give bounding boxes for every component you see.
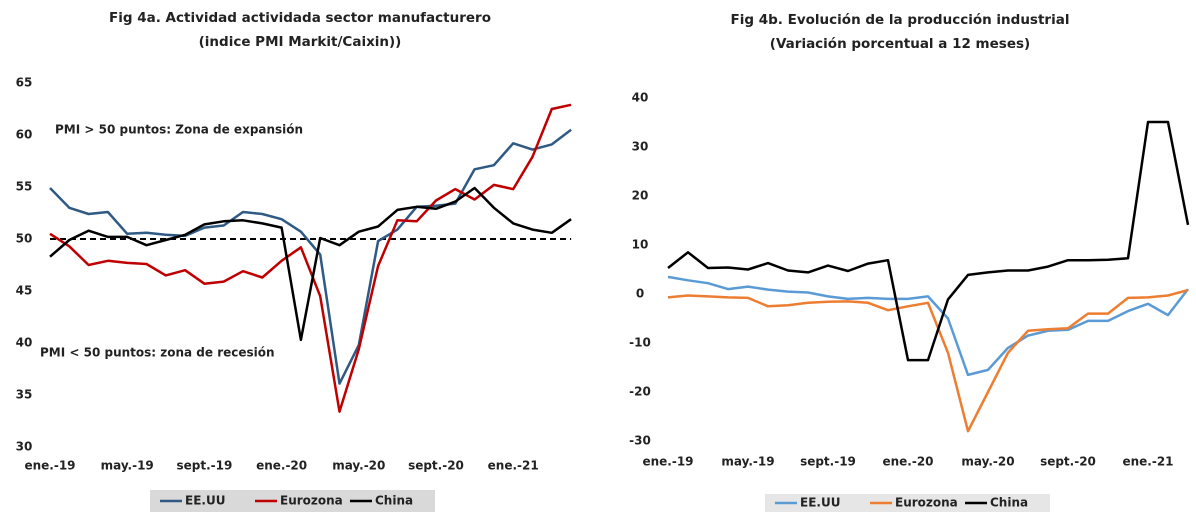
legend-box [765,494,1050,512]
legend-box [150,490,435,512]
y-tick-label: 30 [16,440,33,454]
y-tick-label: 35 [16,388,33,402]
y-tick-label: -10 [629,336,651,350]
y-tick-label: 30 [632,140,649,154]
x-tick-label: sept.-20 [408,459,464,473]
series-line [667,288,1189,433]
x-tick-label: ene.-19 [24,459,75,473]
chart-title: (indice PMI Markit/Caixin)) [199,34,402,50]
series-line [49,103,572,413]
y-tick-label: 40 [632,91,649,105]
y-tick-label: 60 [16,128,33,142]
x-tick-label: ene.-20 [882,455,933,469]
y-tick-label: 45 [16,284,33,298]
legend-label: Eurozona [280,494,343,508]
y-tick-label: 40 [16,336,33,350]
legend-label: EE.UU [185,494,225,508]
legend-label: Eurozona [895,496,958,510]
y-tick-label: 0 [636,287,644,301]
annotation: PMI > 50 puntos: Zona de expansión [55,123,303,137]
y-tick-label: 50 [16,232,33,246]
chart-title: Fig 4a. Actividad actividada sector manu… [109,10,491,26]
y-tick-label: 20 [632,189,649,203]
x-tick-label: sept.-19 [800,455,856,469]
series-line [667,275,1189,377]
y-tick-label: -30 [629,434,651,448]
series-line [667,120,1190,362]
y-tick-label: -20 [629,385,651,399]
x-tick-label: sept.-20 [1040,455,1096,469]
x-tick-label: may.-20 [961,455,1014,469]
x-tick-label: ene.-21 [1122,455,1173,469]
legend-label: China [990,496,1028,510]
series-line [49,186,572,342]
x-tick-label: may.-20 [332,459,385,473]
series-line [49,128,572,385]
x-tick-label: ene.-21 [488,459,539,473]
y-tick-label: 65 [16,76,33,90]
chart-title: (Variación porcentual a 12 meses) [770,36,1030,52]
x-tick-label: ene.-19 [642,455,693,469]
x-tick-label: ene.-20 [256,459,307,473]
legend-label: EE.UU [800,496,840,510]
y-tick-label: 55 [16,180,33,194]
x-tick-label: may.-19 [721,455,774,469]
x-tick-label: sept.-19 [176,459,232,473]
legend-label: China [375,494,413,508]
y-tick-label: 10 [632,238,649,252]
x-tick-label: may.-19 [101,459,154,473]
annotation: PMI < 50 puntos: zona de recesión [40,346,275,360]
chart-title: Fig 4b. Evolución de la producción indus… [731,12,1070,28]
